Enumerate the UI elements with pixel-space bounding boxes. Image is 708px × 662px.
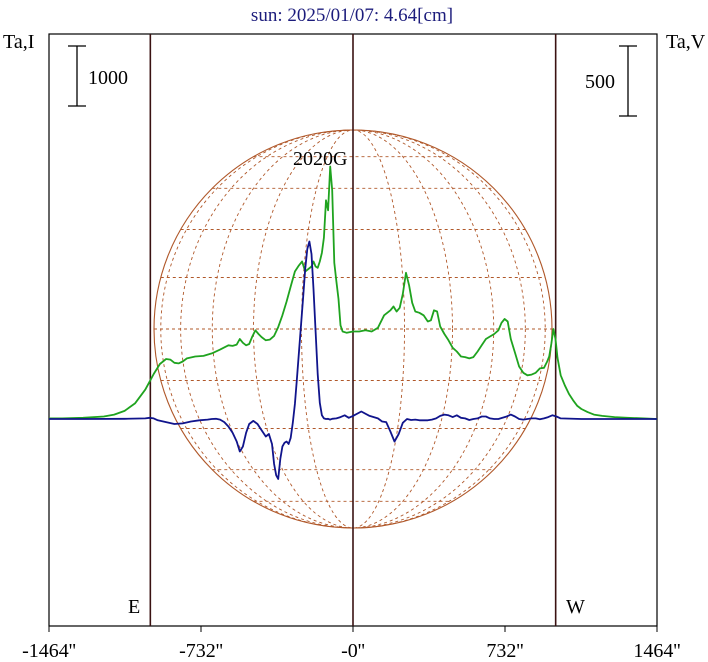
stokes-v-line (49, 240, 657, 480)
longitude-line (180, 129, 526, 529)
x-axis: -1464'' -732'' -0'' 732'' 1464'' (22, 626, 681, 662)
x-tick-label: -732'' (179, 640, 223, 662)
series-group (49, 165, 657, 480)
east-label: E (128, 596, 140, 618)
left-scale-label: 1000 (88, 67, 128, 89)
west-label: W (566, 596, 585, 618)
left-scale-bar (68, 45, 86, 107)
chart-title: sun: 2025/01/07: 4.64[cm] (251, 5, 453, 26)
left-axis-label: Ta,I (3, 31, 34, 53)
region-annotation: 2020G (293, 148, 347, 170)
right-axis-label: Ta,V (666, 31, 706, 53)
stokes-i-line (49, 165, 657, 420)
x-tick-label: -1464'' (22, 640, 76, 662)
right-scale-label: 500 (585, 71, 615, 93)
limb-lines (149, 34, 557, 626)
x-tick-label: 732'' (486, 640, 523, 662)
x-tick-label: 1464'' (633, 640, 680, 662)
x-tick-label: -0'' (341, 640, 365, 662)
right-scale-bar (619, 45, 637, 117)
